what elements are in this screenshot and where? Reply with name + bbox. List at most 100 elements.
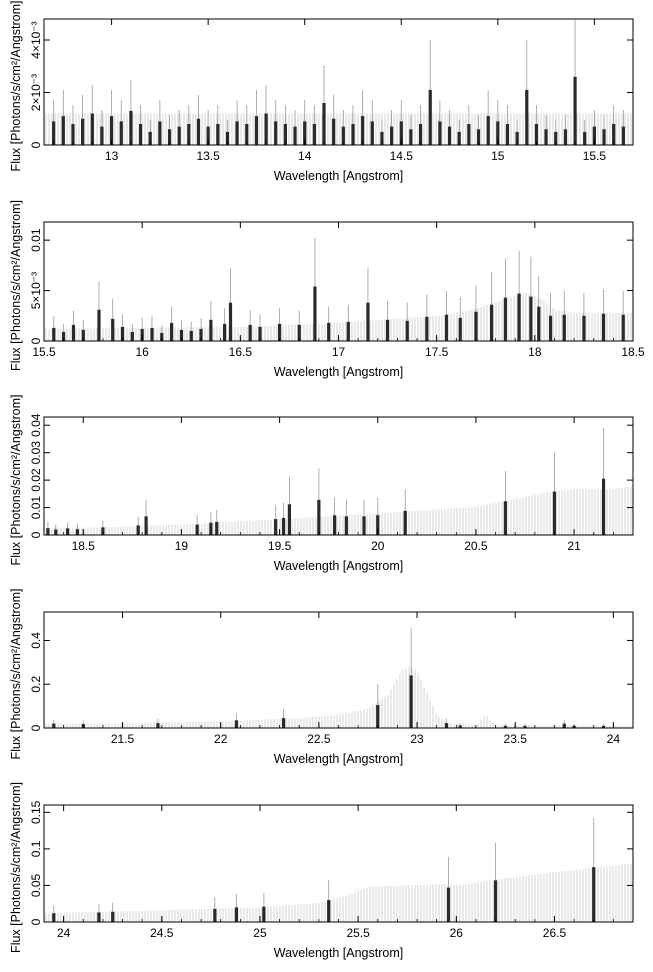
x-tick-label: 20 (371, 539, 385, 553)
data-bar (254, 116, 259, 145)
y-tick-label: 0.4 (29, 632, 43, 649)
plot-frame (43, 611, 634, 729)
data-bar (361, 116, 365, 145)
data-bar (136, 525, 140, 535)
x-tick-label: 17 (332, 345, 346, 359)
x-tick-label: 14.5 (390, 149, 414, 163)
data-bar (209, 319, 213, 341)
x-tick-label: 24 (607, 732, 621, 746)
data-bar (493, 880, 498, 922)
data-bar (376, 515, 380, 535)
data-bar (111, 911, 115, 922)
x-tick-label: 23 (410, 732, 424, 746)
x-tick-label: 15 (491, 149, 505, 163)
data-bar (287, 504, 292, 535)
data-bar (476, 129, 481, 145)
data-bar (179, 329, 184, 341)
data-bar (467, 124, 471, 145)
y-tick-label: 0.04 (29, 413, 43, 437)
data-bar (446, 887, 451, 922)
x-tick-label: 13.5 (196, 149, 220, 163)
x-axis-title: Wavelength [Angstrom] (274, 752, 403, 766)
data-bar (505, 124, 510, 145)
data-bar (281, 718, 286, 728)
data-bar (119, 121, 123, 145)
data-bar (405, 320, 409, 341)
data-bar (213, 908, 217, 922)
data-bar (167, 129, 172, 145)
data-bar (496, 121, 500, 145)
data-bar (148, 131, 152, 145)
data-bar (245, 124, 249, 145)
data-bar (525, 89, 529, 145)
data-bar (109, 116, 114, 145)
data-bar (537, 306, 541, 341)
data-bar (523, 725, 527, 728)
model-series (45, 113, 632, 145)
y-axis-title: Flux [Photons/s/cm²/Angstrom] (9, 200, 23, 371)
y-tick-label: 0 (29, 337, 43, 344)
data-bar (52, 121, 56, 145)
data-bar (332, 515, 337, 535)
data-bar (490, 304, 494, 341)
data-bar (90, 113, 94, 145)
x-tick-label: 15.5 (32, 345, 56, 359)
data-bar (177, 126, 181, 145)
y-tick-label: 0.02 (29, 468, 43, 492)
y-tick-label: 0 (29, 724, 43, 731)
data-bar (563, 129, 568, 145)
data-bar (71, 324, 76, 341)
data-bar (187, 124, 191, 145)
data-bar (61, 116, 65, 145)
data-bar (150, 327, 154, 341)
data-bar (376, 705, 380, 728)
data-bar (444, 314, 449, 341)
data-bar (444, 723, 449, 728)
y-tick-label: 0.01 (29, 228, 43, 252)
x-axis-title: Wavelength [Angstrom] (274, 169, 403, 183)
x-tick-label: 18 (528, 345, 542, 359)
y-tick-label: 0 (29, 141, 43, 148)
data-series (46, 428, 606, 535)
data-bar (293, 126, 297, 145)
y-axis-title: Flux [Photons/s/cm²/Angstrom] (9, 1, 23, 172)
data-bar (297, 324, 301, 341)
data-bar (140, 328, 144, 341)
data-bar (170, 322, 174, 341)
model-series (45, 486, 632, 535)
x-tick-label: 24 (57, 926, 71, 940)
x-tick-label: 18.5 (72, 539, 96, 553)
y-tick-label: 0.01 (29, 496, 43, 520)
chart-panel-2: 15.5 16 16.5 17 17.5 18 18.5 0 5×10⁻³ 0.01 Wavelen… (9, 200, 645, 379)
y-tick-label: 0.03 (29, 441, 43, 465)
plot-frame (43, 18, 634, 146)
data-bar (403, 510, 407, 535)
data-bar (425, 316, 429, 341)
data-bar (573, 76, 577, 145)
chart-panel-1: 13 13.5 14 14.5 15 15.5 0 2×10⁻³ 4×10⁻³ Wavelengt… (9, 1, 634, 183)
data-bar (322, 103, 326, 145)
data-bar (101, 527, 105, 535)
y-axis-title: Flux [Photons/s/cm²/Angstrom] (9, 395, 23, 566)
plot-frame (43, 416, 634, 536)
data-bar (281, 517, 286, 535)
data-bar (409, 129, 413, 145)
x-tick-label: 19.5 (268, 539, 292, 553)
data-bar (418, 124, 423, 145)
data-bar (380, 131, 384, 145)
data-bar (601, 478, 606, 535)
data-bar (274, 121, 278, 145)
y-tick-label: 2×10⁻³ (29, 74, 43, 111)
data-bar (303, 121, 307, 145)
data-bar (138, 124, 143, 145)
data-bar (206, 126, 210, 145)
data-bar (144, 516, 148, 535)
data-bar (248, 324, 252, 341)
data-bar (52, 723, 56, 728)
data-bar (75, 529, 79, 535)
data-bar (458, 725, 462, 728)
data-bar (592, 126, 596, 145)
y-tick-label: 0.05 (29, 873, 43, 897)
chart-panel-5: 24 24.5 25 25.5 26 26.5 0 0.05 0.1 0.15 Wavelength… (9, 782, 634, 960)
x-axis-title: Wavelength [Angstrom] (274, 946, 403, 960)
